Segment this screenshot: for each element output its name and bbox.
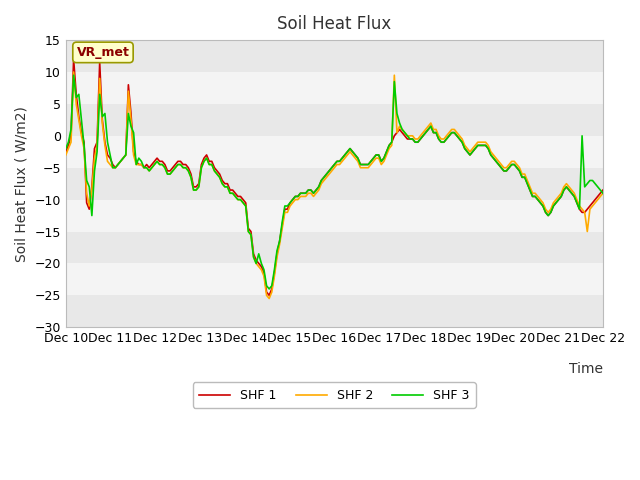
SHF 1 <box>474 143 482 148</box>
SHF 2 <box>62 152 70 158</box>
Bar <box>66 264 603 295</box>
SHF 3 <box>563 184 570 190</box>
SHF 1 <box>599 187 607 193</box>
SHF 1 <box>70 56 77 62</box>
SHF 1 <box>62 149 70 155</box>
SHF 1 <box>406 136 414 142</box>
SHF 3 <box>516 168 524 174</box>
SHF 1 <box>508 162 515 168</box>
SHF 3 <box>406 136 414 142</box>
SHF 1 <box>516 168 524 174</box>
SHF 1 <box>266 292 273 298</box>
Legend: SHF 1, SHF 2, SHF 3: SHF 1, SHF 2, SHF 3 <box>193 382 476 408</box>
Bar <box>66 136 603 168</box>
SHF 2 <box>563 181 570 187</box>
Bar <box>66 200 603 231</box>
SHF 2 <box>474 139 482 145</box>
SHF 2 <box>266 296 273 301</box>
Text: VR_met: VR_met <box>77 46 129 59</box>
SHF 3 <box>266 286 273 292</box>
Line: SHF 3: SHF 3 <box>66 75 603 289</box>
Y-axis label: Soil Heat Flux ( W/m2): Soil Heat Flux ( W/m2) <box>15 106 29 262</box>
Bar <box>66 231 603 264</box>
SHF 1 <box>563 184 570 190</box>
SHF 2 <box>516 165 524 170</box>
SHF 2 <box>508 158 515 164</box>
Bar <box>66 72 603 104</box>
SHF 2 <box>406 133 414 139</box>
SHF 2 <box>599 191 607 196</box>
Line: SHF 1: SHF 1 <box>66 59 603 295</box>
SHF 3 <box>213 171 221 177</box>
Title: Soil Heat Flux: Soil Heat Flux <box>277 15 392 33</box>
SHF 3 <box>508 162 515 168</box>
Line: SHF 2: SHF 2 <box>66 72 603 299</box>
Bar <box>66 104 603 136</box>
SHF 2 <box>70 69 77 75</box>
SHF 3 <box>62 146 70 152</box>
SHF 1 <box>213 168 221 174</box>
SHF 2 <box>213 171 221 177</box>
X-axis label: Time: Time <box>569 361 603 376</box>
Bar <box>66 168 603 200</box>
SHF 3 <box>70 72 77 78</box>
Bar <box>66 295 603 327</box>
Bar <box>66 40 603 72</box>
SHF 3 <box>474 143 482 148</box>
SHF 3 <box>599 191 607 196</box>
